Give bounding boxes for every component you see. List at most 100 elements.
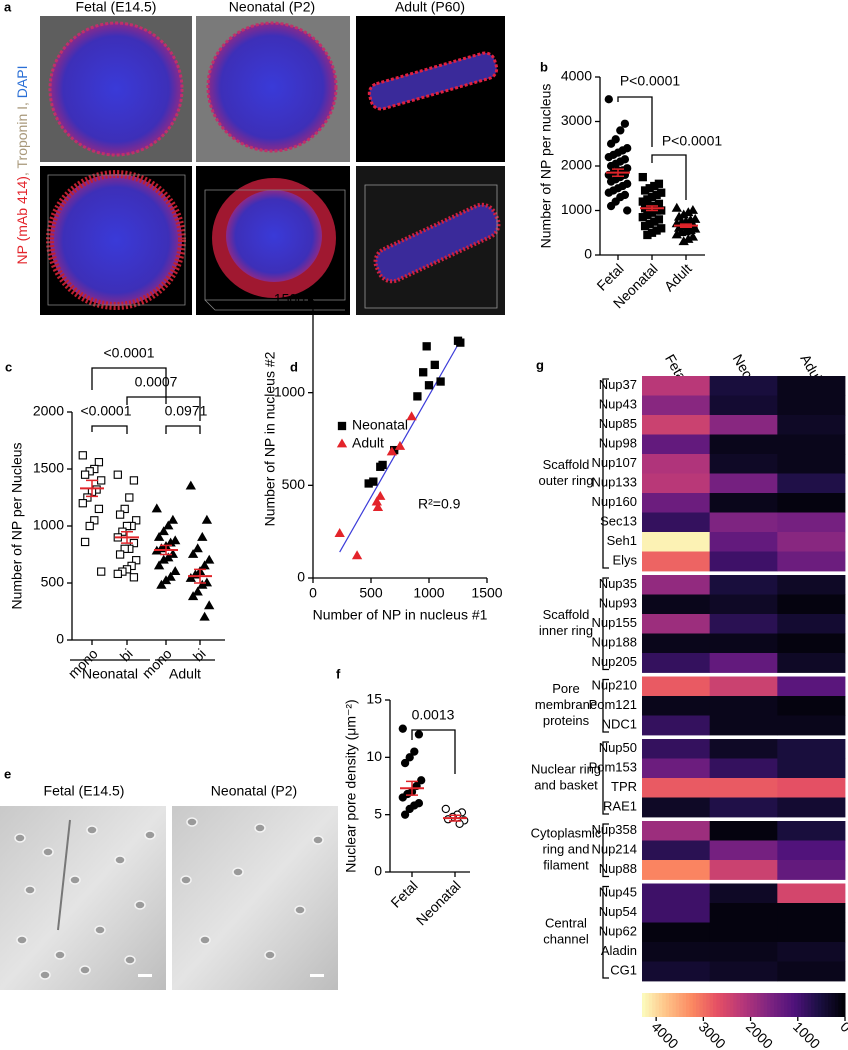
data-point — [620, 119, 630, 128]
heatmap-cell — [777, 903, 846, 923]
nucleus — [48, 21, 184, 157]
row-label: Pom121 — [589, 697, 637, 712]
panel-label: g — [536, 357, 544, 372]
colorbar-step — [642, 993, 646, 1017]
heatmap-cell — [709, 395, 778, 416]
heatmap-cell — [709, 473, 778, 494]
data-point — [375, 490, 386, 500]
y-tick-label: 0 — [56, 631, 64, 647]
group-label: Adult — [169, 666, 201, 682]
group-label: membrane — [535, 697, 597, 712]
nucleus — [206, 21, 338, 153]
colorbar-step — [787, 993, 792, 1017]
data-point — [410, 747, 419, 756]
heatmap-cell — [709, 594, 778, 615]
data-point — [398, 793, 407, 802]
data-point — [441, 804, 450, 814]
panel-label: e — [4, 766, 11, 781]
data-point — [115, 510, 125, 519]
annotation: 0.0007 — [135, 374, 178, 390]
colorbar-step — [682, 993, 687, 1017]
y-axis-label: Number of NP in nucleus #2 — [262, 351, 278, 526]
heatmap-cell — [777, 434, 846, 455]
heatmap-cell — [642, 797, 711, 818]
pores — [14, 825, 156, 980]
heatmap-cell — [642, 493, 711, 513]
colorbar-step — [726, 993, 731, 1017]
row-label: Nup37 — [599, 377, 637, 392]
colorbar-step — [760, 993, 765, 1017]
data-point — [167, 514, 179, 524]
row-label: Nup85 — [599, 416, 637, 431]
stain-label: NP (mAb 414), Troponin I, DAPI — [14, 66, 30, 265]
heatmap-cell — [777, 653, 846, 673]
colorbar-step — [767, 993, 772, 1017]
data-point — [351, 550, 363, 560]
row-label: Nup93 — [599, 596, 637, 611]
data-point — [406, 411, 417, 421]
heatmap-cell — [642, 739, 711, 759]
heatmap-cell — [709, 512, 778, 533]
heatmap-cell — [777, 376, 846, 396]
data-point — [120, 504, 129, 514]
colorbar-step — [804, 993, 809, 1017]
row-label: Elys — [612, 553, 637, 568]
panel-e: e Fetal (E14.5) Neonatal (P2) — [0, 766, 338, 990]
row-label: Nup54 — [599, 904, 637, 919]
colorbar-step — [723, 993, 728, 1017]
data-point — [334, 528, 345, 537]
panel-label: b — [540, 59, 548, 74]
colorbar-step — [652, 993, 657, 1017]
heatmap-cell — [777, 696, 846, 716]
y-axis-label: Number of NP per Nucleus — [9, 442, 25, 609]
colorbar-step — [817, 993, 822, 1017]
heatmap-cell — [642, 696, 711, 716]
data-point — [197, 531, 208, 541]
data-point — [638, 172, 647, 182]
x-tick-label: Adult — [661, 260, 695, 294]
x-tick-label: 1000 — [413, 585, 444, 601]
data-point — [185, 480, 196, 490]
heatmap-cell — [777, 821, 846, 841]
colorbar-step — [797, 993, 802, 1017]
data-point — [678, 236, 689, 246]
render-box — [364, 184, 498, 309]
data-point — [156, 579, 167, 589]
heatmap-cell — [642, 575, 711, 595]
data-point — [400, 810, 410, 819]
colorbar-step — [790, 993, 795, 1017]
data-point — [97, 567, 106, 576]
heatmap-cell — [642, 715, 711, 736]
heatmap-cell — [709, 551, 778, 572]
data-point — [606, 177, 616, 186]
data-point — [405, 753, 414, 762]
heatmap-cell — [642, 454, 711, 474]
data-point — [94, 458, 104, 467]
data-point — [97, 476, 106, 485]
annotation: 0.0971 — [165, 403, 208, 419]
data-point — [170, 535, 181, 545]
y-tick-label: 500 — [282, 476, 306, 492]
group-label: filament — [543, 858, 589, 873]
column-label: Neonatal (P2) — [211, 783, 297, 799]
data-point — [640, 186, 650, 195]
row-label: CG1 — [610, 963, 637, 978]
data-point — [643, 230, 652, 240]
row-label: Nup88 — [599, 861, 637, 876]
data-point — [187, 548, 199, 558]
error-bar — [680, 223, 692, 228]
row-label: Nup133 — [591, 475, 637, 490]
panel-label: d — [290, 359, 298, 374]
row-label: Nup205 — [591, 654, 637, 669]
render-box — [204, 189, 346, 311]
heatmap-cell — [709, 696, 778, 716]
data-point — [378, 460, 387, 470]
x-tick-label: bi — [190, 645, 209, 664]
data-point — [405, 804, 414, 814]
group-bracket — [602, 378, 609, 569]
row-label: TPR — [611, 779, 637, 794]
heatmap-cell — [709, 493, 778, 513]
data-point — [125, 493, 134, 502]
em-image — [172, 806, 338, 990]
error-bar — [612, 168, 624, 177]
